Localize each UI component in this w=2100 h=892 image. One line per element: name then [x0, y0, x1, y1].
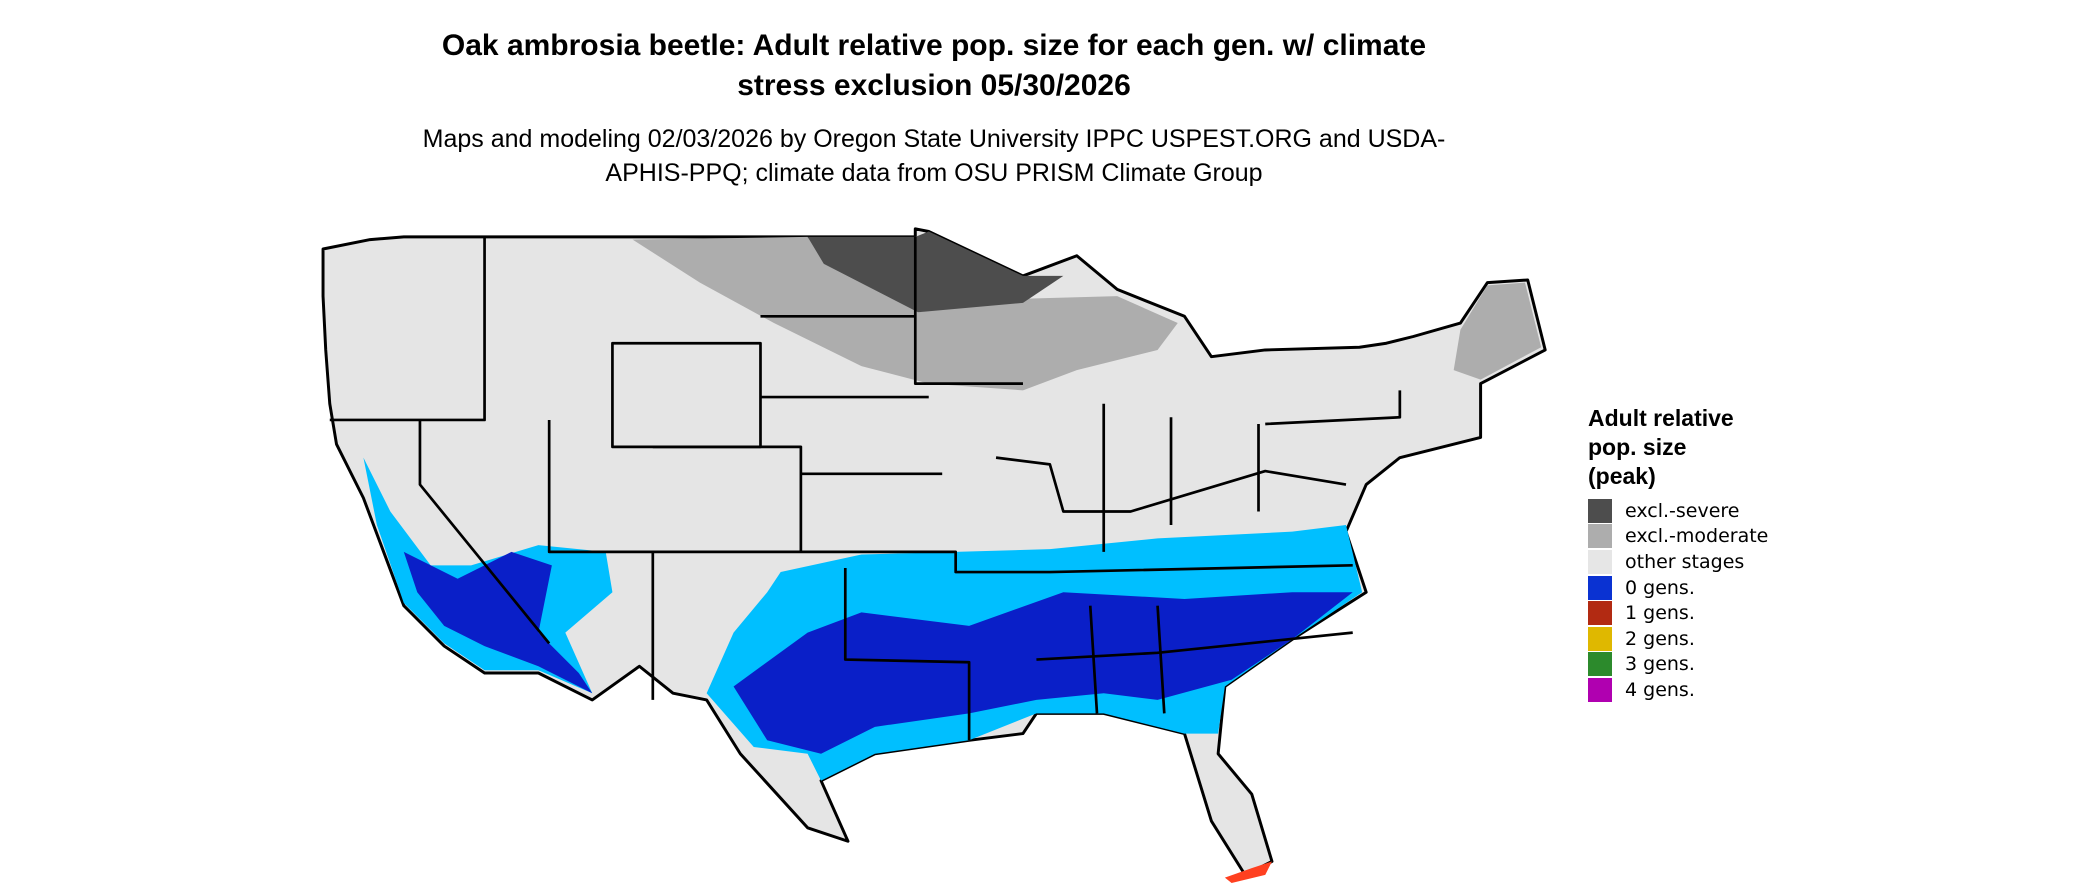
legend-item: 1 gens. — [1588, 600, 1768, 626]
legend-item: 4 gens. — [1588, 677, 1768, 703]
map-subtitle: Maps and modeling 02/03/2026 by Oregon S… — [422, 125, 1446, 187]
legend-swatch — [1588, 601, 1612, 626]
legend-item: excl.-moderate — [1588, 524, 1768, 550]
legend-label: 2 gens. — [1625, 627, 1695, 650]
legend-swatch — [1588, 626, 1612, 651]
dark-blue-area — [403, 551, 593, 694]
legend-swatch — [1588, 652, 1612, 677]
legend-label: other stages — [1625, 550, 1745, 573]
legend-swatch — [1588, 498, 1612, 523]
legend-swatch — [1588, 524, 1612, 549]
legend-item: 2 gens. — [1588, 626, 1768, 652]
legend-title: Adult relative pop. size (peak) — [1588, 405, 1734, 489]
excl-moderate-area — [1453, 282, 1542, 380]
legend-label: 4 gens. — [1625, 678, 1695, 701]
legend-item: other stages — [1588, 549, 1768, 575]
legend-item: 3 gens. — [1588, 652, 1768, 678]
legend-item: excl.-severe — [1588, 498, 1768, 524]
tip-area — [1224, 861, 1272, 883]
state-lines — [329, 236, 1402, 741]
legend-label: 0 gens. — [1625, 576, 1695, 599]
legend-label: 1 gens. — [1625, 602, 1695, 625]
excl-severe-area — [807, 231, 1064, 313]
legend-swatch — [1588, 575, 1612, 600]
dark-blue-area — [733, 592, 1353, 754]
legend-label: 3 gens. — [1625, 653, 1695, 676]
legend-item: 0 gens. — [1588, 575, 1768, 601]
map-title: Oak ambrosia beetle: Adult relative pop.… — [441, 29, 1427, 102]
legend-swatch — [1588, 677, 1612, 702]
excl-moderate-area — [632, 236, 1178, 391]
legend-label: excl.-severe — [1625, 499, 1740, 522]
legend: excl.-severe excl.-moderate other stages 0 … — [1588, 498, 1768, 703]
legend-swatch — [1588, 549, 1612, 574]
legend-label: excl.-moderate — [1625, 525, 1769, 548]
